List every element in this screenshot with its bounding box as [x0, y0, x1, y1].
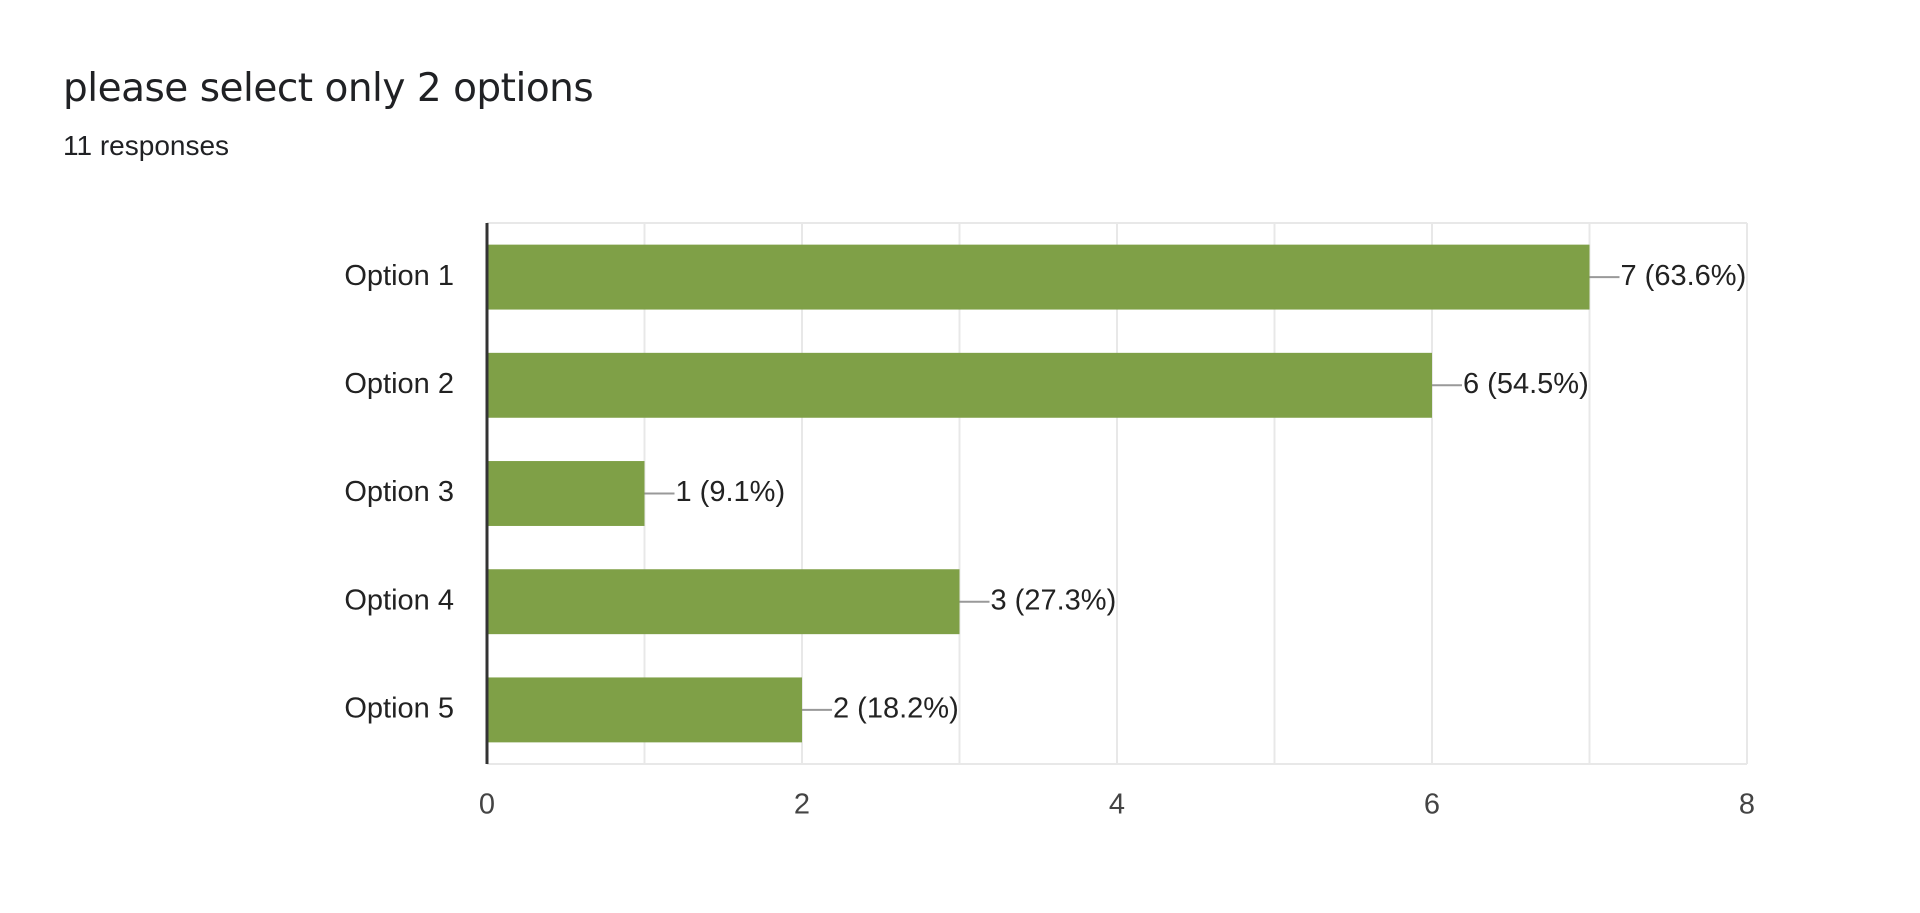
value-label-1: 7 (63.6%): [1621, 260, 1747, 292]
bar-5: [487, 677, 802, 743]
x-tick-label-8: 8: [1739, 789, 1755, 821]
category-label-1: Option 1: [344, 260, 454, 292]
bar-2: [487, 352, 1432, 418]
category-label-4: Option 4: [344, 584, 454, 616]
bar-3: [487, 461, 645, 526]
x-tick-label-4: 4: [1109, 789, 1125, 821]
x-tick-label-6: 6: [1424, 789, 1440, 821]
chart-title: please select only 2 options: [63, 66, 594, 111]
bar-4: [487, 569, 960, 635]
x-tick-label-2: 2: [794, 789, 810, 821]
value-label-3: 1 (9.1%): [676, 476, 786, 508]
response-count: 11 responses: [63, 130, 230, 161]
x-tick-label-0: 0: [479, 789, 495, 821]
category-label-2: Option 2: [344, 368, 454, 400]
value-label-4: 3 (27.3%): [991, 584, 1117, 616]
bar-1: [487, 244, 1590, 310]
category-label-3: Option 3: [344, 476, 454, 508]
value-label-5: 2 (18.2%): [833, 693, 959, 725]
value-label-2: 6 (54.5%): [1463, 368, 1589, 400]
category-label-5: Option 5: [344, 693, 454, 725]
